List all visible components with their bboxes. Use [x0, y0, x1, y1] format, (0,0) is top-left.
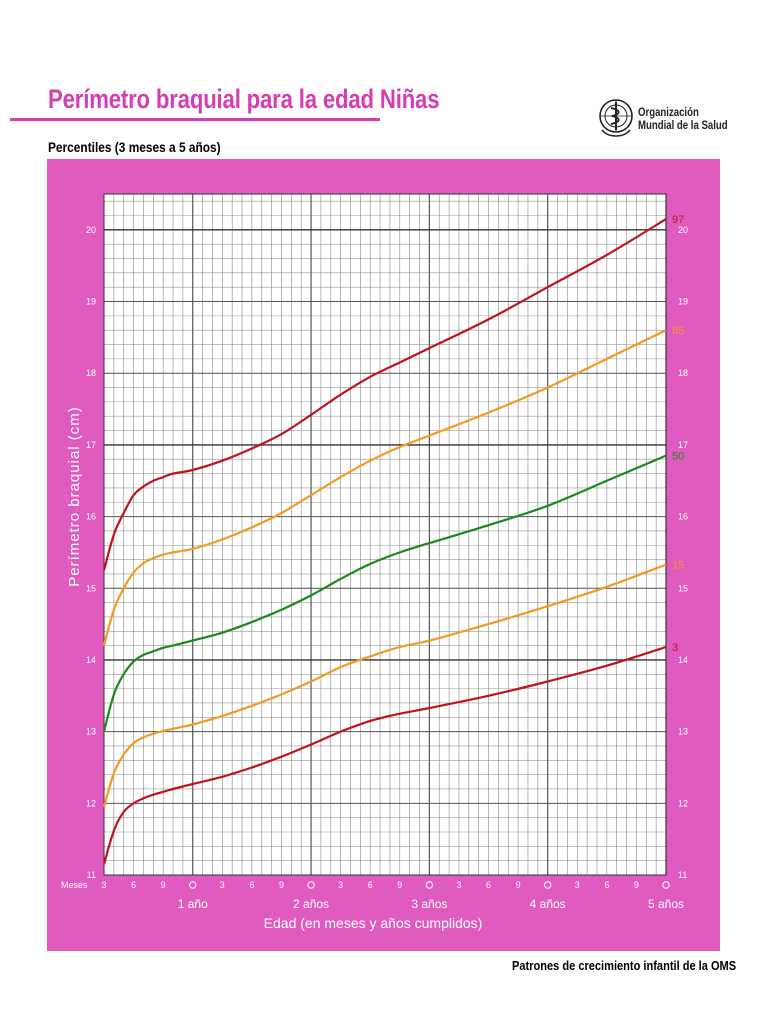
year-tick-label: 5 años	[648, 897, 684, 911]
series-label-p15: 15	[672, 560, 684, 572]
month-tick-label: 3	[101, 880, 106, 890]
plot-area	[104, 194, 666, 875]
page-title: Perímetro braquial para la edad Niñas	[48, 84, 440, 114]
series-line-p15	[102, 563, 667, 808]
logo-line-1: Organización	[638, 105, 699, 119]
month-tick-label: 9	[634, 880, 639, 890]
y-tick-label-right: 15	[678, 583, 688, 593]
logo-line-2: Mundial de la Salud	[638, 118, 728, 132]
series-line-p97	[102, 218, 667, 571]
month-tick-label: 3	[338, 880, 343, 890]
series-label-p97: 97	[672, 214, 684, 226]
year-tick-label: 4 años	[530, 897, 566, 911]
month-tick-label: 6	[131, 880, 136, 890]
plot-border	[103, 193, 667, 876]
y-tick-label-right: 11	[678, 870, 687, 880]
who-emblem-icon	[599, 99, 633, 137]
y-tick-label-left: 16	[86, 512, 96, 522]
month-tick-label: 9	[161, 880, 166, 890]
month-tick-label: 6	[604, 880, 609, 890]
y-tick-label-right: 12	[678, 798, 688, 808]
y-tick-label-right: 13	[678, 727, 688, 737]
month-tick-label: 6	[249, 880, 254, 890]
y-tick-label-right: 17	[678, 440, 688, 450]
month-tick-label: 9	[397, 880, 402, 890]
y-tick-label-left: 15	[86, 583, 96, 593]
y-tick-label-right: 16	[678, 512, 688, 522]
y-tick-label-left: 11	[87, 870, 96, 880]
year-tick-marker	[543, 881, 552, 889]
chart-subtitle: Percentiles (3 meses a 5 años)	[48, 139, 221, 155]
who-logo-text: Organización Mundial de la Salud	[638, 106, 728, 132]
y-tick-label-left: 19	[86, 297, 96, 307]
y-tick-label-left: 13	[86, 727, 96, 737]
series-label-p50: 50	[672, 451, 684, 463]
who-logo: Organización Mundial de la Salud	[598, 96, 728, 146]
y-tick-label-left: 14	[86, 655, 96, 665]
y-tick-label-left: 18	[86, 368, 96, 378]
y-axis-label: Perímetro braquial (cm)	[66, 406, 83, 587]
x-axis-label: Edad (en meses y años cumplidos)	[264, 915, 483, 931]
year-tick-label: 1 año	[178, 897, 208, 911]
y-tick-label-left: 12	[86, 798, 96, 808]
month-tick-label: 6	[486, 880, 491, 890]
months-label: Meses	[61, 880, 88, 890]
year-tick-marker	[189, 881, 197, 889]
year-tick-marker	[662, 881, 670, 889]
year-tick-marker	[307, 881, 315, 889]
series-line-p85	[102, 329, 667, 646]
month-tick-label: 3	[220, 880, 225, 890]
year-tick-label: 2 años	[293, 897, 329, 911]
year-tick-marker	[425, 881, 434, 889]
y-tick-label-left: 20	[86, 225, 96, 235]
series-label-p3: 3	[672, 642, 678, 654]
y-tick-label-right: 14	[678, 655, 688, 665]
series-line-p3	[102, 645, 667, 865]
series-label-p85: 85	[672, 325, 684, 337]
y-tick-label-right: 20	[678, 225, 688, 235]
month-tick-label: 3	[575, 880, 580, 890]
month-tick-label: 6	[368, 880, 373, 890]
y-tick-label-right: 18	[678, 368, 688, 378]
y-tick-label-left: 17	[86, 440, 96, 450]
footer-credit: Patrones de crecimiento infantil de la O…	[512, 958, 737, 973]
title-underline	[10, 118, 380, 121]
month-tick-label: 9	[279, 880, 284, 890]
y-tick-label-right: 19	[678, 297, 688, 307]
year-tick-label: 3 años	[411, 897, 447, 911]
month-tick-label: 3	[456, 880, 461, 890]
series-line-p50	[102, 454, 667, 732]
month-tick-label: 9	[516, 880, 521, 890]
growth-chart: 11 11 12 12 13 13 14 14 15 15 16 16 17 17 18 18 19 19 20 20…	[61, 193, 688, 931]
